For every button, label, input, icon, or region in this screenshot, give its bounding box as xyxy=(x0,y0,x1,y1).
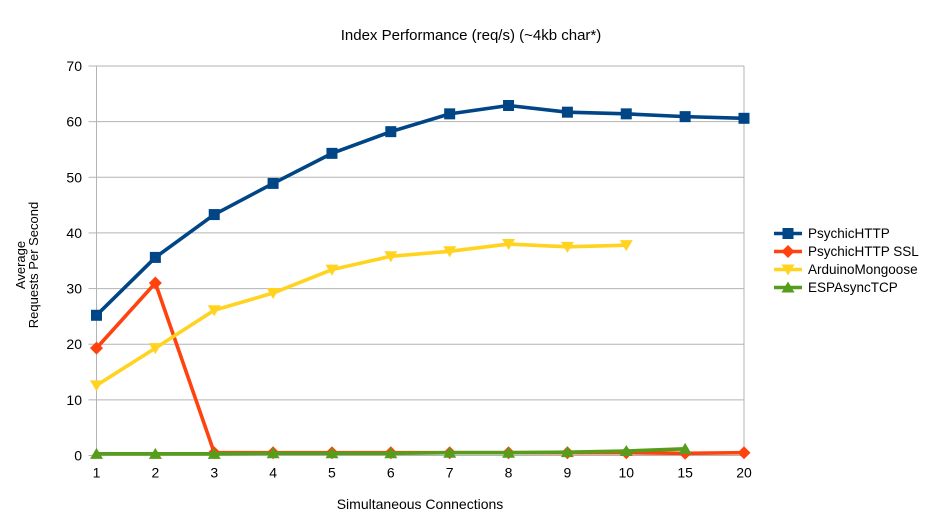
chart-title: Index Performance (req/s) (~4kb char*) xyxy=(341,27,602,44)
y-tick-label-70: 70 xyxy=(66,58,82,74)
legend-marker-psychichttp xyxy=(782,228,794,239)
marker-arduinomongoose-x3 xyxy=(207,305,221,317)
x-tick-label-3: 3 xyxy=(210,465,218,481)
marker-espasynctcp-x3 xyxy=(207,447,221,459)
y-tick-label-40: 40 xyxy=(66,225,82,241)
marker-espasynctcp-x2 xyxy=(148,447,162,459)
series-espasynctcp xyxy=(90,442,692,459)
legend: PsychicHTTP PsychicHTTP SSL ArduinoMongoos… xyxy=(774,226,919,295)
marker-arduinomongoose-x6 xyxy=(384,251,398,263)
y-axis-title-line-2: Requests Per Second xyxy=(26,202,41,328)
marker-psychichttp-x10 xyxy=(620,108,632,120)
y-tick-label-30: 30 xyxy=(66,281,82,297)
marker-arduinomongoose-x4 xyxy=(266,288,280,300)
marker-espasynctcp-x7 xyxy=(443,446,457,458)
marker-arduinomongoose-x8 xyxy=(502,239,516,251)
series-line-psychichttp xyxy=(94,103,746,318)
marker-psychichttp-x6 xyxy=(385,126,397,138)
marker-psychichttp-ssl-x2 xyxy=(148,276,162,290)
x-tick-label-1: 1 xyxy=(93,465,101,481)
legend-item-arduinomongoose: ArduinoMongoose xyxy=(774,262,918,277)
marker-arduinomongoose-x7 xyxy=(443,246,457,258)
legend-marker-arduinomongoose xyxy=(781,264,795,276)
legend-item-psychichttp-ssl: PsychicHTTP SSL xyxy=(774,244,919,259)
marker-espasynctcp-x8 xyxy=(502,446,516,458)
marker-psychichttp-ssl-x20 xyxy=(737,446,751,460)
y-axis-title-line-1: Average xyxy=(13,241,28,289)
marker-psychichttp-x20 xyxy=(738,112,750,124)
legend-marker-espasynctcp xyxy=(781,281,795,293)
y-tick-label-10: 10 xyxy=(66,392,82,408)
y-tick-label-50: 50 xyxy=(66,169,82,185)
x-tick-label-20: 20 xyxy=(736,465,752,481)
marker-arduinomongoose-x10 xyxy=(619,240,633,252)
marker-espasynctcp-x1 xyxy=(90,447,103,459)
marker-espasynctcp-x10 xyxy=(619,445,633,457)
marker-psychichttp-x8 xyxy=(503,100,515,112)
marker-arduinomongoose-x5 xyxy=(325,264,339,276)
marker-psychichttp-x1 xyxy=(91,309,102,321)
series-line-arduinomongoose xyxy=(94,242,629,388)
marker-psychichttp-x7 xyxy=(444,108,456,120)
x-tick-label-2: 2 xyxy=(151,465,159,481)
x-tick-label-15: 15 xyxy=(677,465,693,481)
x-tick-label-4: 4 xyxy=(269,465,277,481)
series-layer xyxy=(90,100,751,460)
y-tick-label-0: 0 xyxy=(74,448,82,464)
series-psychichttp xyxy=(91,100,750,321)
marker-espasynctcp-x5 xyxy=(325,447,339,459)
y-tick-label-60: 60 xyxy=(66,114,82,130)
grid-layer xyxy=(96,65,744,456)
series-psychichttp-ssl xyxy=(90,276,751,460)
marker-psychichttp-ssl-x1 xyxy=(90,341,103,355)
legend-item-psychichttp: PsychicHTTP xyxy=(774,226,890,241)
marker-psychichttp-x3 xyxy=(208,209,220,221)
marker-arduinomongoose-x9 xyxy=(560,241,574,253)
x-tick-label-7: 7 xyxy=(446,465,454,481)
marker-espasynctcp-x15 xyxy=(678,442,692,454)
marker-psychichttp-x2 xyxy=(149,251,161,263)
marker-psychichttp-x15 xyxy=(679,111,691,123)
x-tick-label-5: 5 xyxy=(328,465,336,481)
marker-espasynctcp-x6 xyxy=(384,447,398,459)
marker-psychichttp-x4 xyxy=(267,177,279,189)
x-tick-label-6: 6 xyxy=(387,465,395,481)
legend-item-espasynctcp: ESPAsyncTCP xyxy=(774,280,898,295)
x-tick-label-8: 8 xyxy=(505,465,513,481)
legend-label-psychichttp-ssl: PsychicHTTP SSL xyxy=(808,244,919,259)
y-tick-label-20: 20 xyxy=(66,336,82,352)
marker-arduinomongoose-x1 xyxy=(90,380,103,392)
marker-psychichttp-x5 xyxy=(326,147,338,159)
marker-arduinomongoose-x2 xyxy=(148,343,162,355)
x-tick-label-10: 10 xyxy=(618,465,634,481)
legend-marker-psychichttp-ssl xyxy=(781,245,795,258)
marker-espasynctcp-x4 xyxy=(266,447,280,459)
legend-label-espasynctcp: ESPAsyncTCP xyxy=(808,280,898,295)
series-line-psychichttp-ssl xyxy=(94,281,746,456)
x-axis-title: Simultaneous Connections xyxy=(337,496,504,512)
marker-espasynctcp-x9 xyxy=(560,446,574,458)
x-tick-label-9: 9 xyxy=(564,465,572,481)
series-arduinomongoose xyxy=(90,239,633,392)
legend-label-psychichttp: PsychicHTTP xyxy=(808,226,890,241)
marker-psychichttp-x9 xyxy=(561,106,573,118)
text-layer: Index Performance (req/s) (~4kb char*) S… xyxy=(13,27,601,512)
legend-label-arduinomongoose: ArduinoMongoose xyxy=(808,262,918,277)
